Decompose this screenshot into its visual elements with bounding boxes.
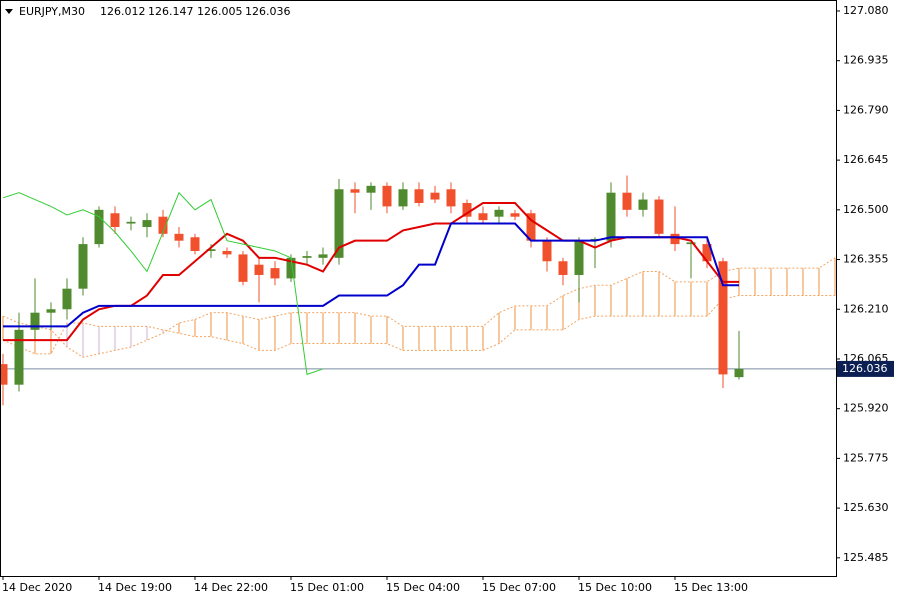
candle-body [654, 199, 664, 234]
candle-body [606, 192, 616, 241]
candle-body [718, 261, 728, 375]
candle-body [670, 233, 680, 245]
candle-body [158, 216, 168, 234]
candle-body [62, 288, 72, 310]
candle-body [494, 209, 504, 217]
candle-body [222, 250, 232, 255]
y-tick-label: 125.485 [843, 551, 889, 564]
y-tick-label: 126.645 [843, 153, 889, 166]
header-close: 126.036 [245, 5, 291, 18]
candle-body [414, 189, 424, 203]
x-tick-label: 14 Dec 19:00 [98, 581, 172, 594]
candle-body [206, 249, 216, 251]
y-tick-label: 125.920 [843, 402, 889, 415]
candle-body [30, 312, 40, 330]
candle-body [462, 202, 472, 217]
candle-body [478, 213, 488, 221]
candle-body [398, 189, 408, 207]
candle-body [78, 244, 88, 289]
candle-body [574, 240, 584, 275]
header-open: 126.012 [100, 5, 146, 18]
plot-frame [0, 0, 837, 577]
candle-body [110, 213, 120, 227]
candle-body [526, 213, 536, 241]
x-tick-label: 15 Dec 04:00 [386, 581, 460, 594]
candle-body [558, 261, 568, 275]
y-tick-label: 126.935 [843, 54, 889, 67]
candle-body [430, 192, 440, 200]
candle-body [126, 221, 136, 224]
x-tick-label: 14 Dec 22:00 [194, 581, 268, 594]
header-low: 126.005 [197, 5, 243, 18]
candle-body [366, 185, 376, 193]
y-tick-label: 126.790 [843, 103, 889, 116]
x-tick-label: 15 Dec 13:00 [674, 581, 748, 594]
y-tick-label: 126.500 [843, 203, 889, 216]
candle-body [382, 185, 392, 207]
candle-body [318, 254, 328, 258]
candle-body [190, 237, 200, 251]
indicator-line [2, 191, 324, 376]
y-tick-label: 126.355 [843, 253, 889, 266]
candle-body [238, 254, 248, 282]
candle-body [94, 209, 104, 245]
candle-body [14, 329, 24, 385]
menu-triangle [5, 9, 13, 14]
last-price-label: 126.036 [842, 362, 888, 375]
candle-body [686, 242, 696, 245]
y-tick-label: 125.630 [843, 501, 889, 514]
candle-body [446, 189, 456, 207]
plot-area [0, 175, 836, 406]
candle-body [638, 199, 648, 210]
candle-body [286, 257, 296, 279]
candle-body [46, 309, 56, 313]
candle-body [270, 268, 280, 279]
candle-body [334, 189, 344, 258]
senkou-span-b [2, 295, 835, 355]
x-tick-label: 15 Dec 01:00 [290, 581, 364, 594]
candle-body [542, 240, 552, 262]
last-price-box [837, 360, 894, 377]
y-tick-label: 126.210 [843, 302, 889, 315]
candle-body [174, 233, 184, 241]
candle-body [0, 364, 8, 385]
x-tick-label: 14 Dec 2020 [2, 581, 72, 594]
indicator-line [3, 222, 739, 328]
symbol-title: EURJPY,M30 [19, 5, 85, 18]
y-tick-label: 125.775 [843, 451, 889, 464]
candle-body [622, 192, 632, 210]
y-tick-label: 127.080 [843, 4, 889, 17]
candle-body [734, 368, 744, 378]
x-tick-label: 15 Dec 07:00 [482, 581, 556, 594]
candle-body [510, 213, 520, 217]
candle-body [702, 244, 712, 262]
senkou-span-a [2, 257, 836, 358]
candle-body [142, 220, 152, 227]
x-tick-label: 15 Dec 10:00 [578, 581, 652, 594]
header-high: 126.147 [148, 5, 194, 18]
candle-body [254, 264, 264, 275]
candle-body [302, 256, 312, 258]
candle-body [350, 189, 360, 193]
